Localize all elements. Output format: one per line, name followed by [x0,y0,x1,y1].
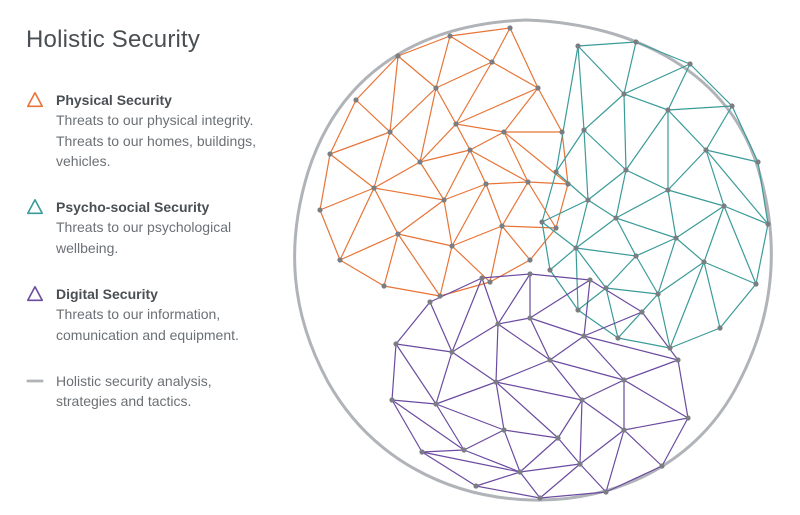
cluster-teal [542,42,768,348]
triangle-icon [26,285,44,303]
legend-entry-2: Digital SecurityThreats to our informati… [26,284,256,345]
legend-label: Psycho-social Security [56,197,256,217]
legend-desc: Threats to our psychological wellbeing. [56,217,256,258]
legend-entry-3: Holistic security analysis, strategies a… [26,371,256,412]
triangle-icon [26,198,44,216]
outline-path [295,20,772,500]
legend-desc: Threats to our physical integrity. Threa… [56,110,256,171]
legend: Physical SecurityThreats to our physical… [26,90,256,438]
legend-entry-1: Psycho-social SecurityThreats to our psy… [26,197,256,258]
line-icon [26,372,44,390]
legend-label: Physical Security [56,90,256,110]
legend-text: Holistic security analysis, strategies a… [56,371,256,412]
legend-entry-0: Physical SecurityThreats to our physical… [26,90,256,171]
cluster-orange [320,28,568,296]
nodes-group [317,25,770,500]
page-title: Holistic Security [26,26,200,54]
network-diagram [280,12,785,507]
legend-text: Physical SecurityThreats to our physical… [56,90,256,171]
legend-desc: Holistic security analysis, strategies a… [56,371,256,412]
legend-desc: Threats to our information, comunication… [56,304,256,345]
legend-label: Digital Security [56,284,256,304]
legend-text: Digital SecurityThreats to our informati… [56,284,256,345]
cluster-purple [392,274,688,498]
legend-text: Psycho-social SecurityThreats to our psy… [56,197,256,258]
diagram-svg [280,12,785,507]
triangle-icon [26,91,44,109]
